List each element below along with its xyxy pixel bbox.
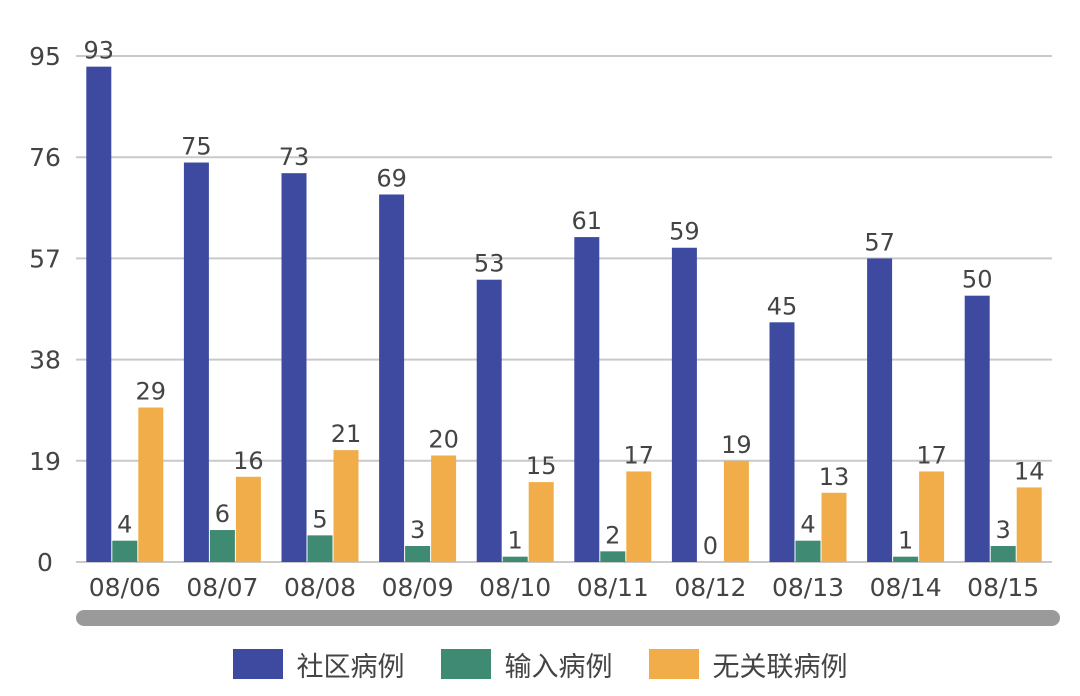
bars: 9342975616735216932053115612175901945413…: [84, 37, 1045, 563]
x-tick-label: 08/12: [674, 573, 746, 602]
bar-series-2: [431, 455, 457, 562]
legend-item-imported: 输入病例: [440, 645, 613, 684]
bar-series-1: [209, 530, 235, 562]
bar-series-0: [476, 279, 502, 562]
legend-item-unlinked: 无关联病例: [648, 645, 848, 684]
bar-data-label: 17: [624, 441, 655, 469]
y-tick-label: 95: [29, 42, 61, 71]
x-tick-label: 08/14: [870, 573, 942, 602]
y-tick-label: 57: [29, 244, 61, 273]
x-tick-label: 08/13: [772, 573, 844, 602]
bar-data-label: 75: [181, 133, 212, 161]
bar-series-1: [307, 535, 333, 562]
bar-data-label: 14: [1014, 457, 1045, 485]
bar-data-label: 6: [215, 500, 230, 528]
bar-data-label: 19: [721, 431, 752, 459]
bar-series-1: [600, 551, 626, 562]
legend-swatch-community: [232, 649, 283, 679]
bar-data-label: 59: [669, 218, 700, 246]
bar-data-label: 4: [800, 511, 815, 539]
bar-data-label: 2: [605, 521, 620, 549]
y-tick-label: 0: [37, 548, 53, 577]
bar-series-0: [867, 258, 893, 562]
bar-series-0: [574, 237, 600, 563]
bar-data-label: 15: [526, 452, 557, 480]
legend-item-community: 社区病例: [232, 645, 405, 684]
bar-series-2: [723, 460, 749, 562]
bar-data-label: 29: [136, 378, 167, 406]
x-tick-label: 08/09: [382, 573, 454, 602]
bar-series-2: [626, 471, 652, 562]
bar-data-label: 73: [279, 143, 310, 171]
bar-series-1: [990, 546, 1016, 562]
bar-data-label: 0: [703, 532, 718, 560]
bar-series-1: [893, 556, 919, 562]
bar-data-label: 16: [233, 447, 264, 475]
y-tick-label: 76: [29, 143, 61, 172]
bar-data-label: 4: [117, 511, 132, 539]
bar-series-2: [919, 471, 945, 562]
y-tick-label: 19: [29, 447, 61, 476]
x-tick-label: 08/06: [89, 573, 161, 602]
bar-data-label: 61: [572, 207, 603, 235]
x-tick-label: 08/07: [186, 573, 258, 602]
bar-data-label: 93: [84, 37, 115, 65]
bar-series-1: [502, 556, 528, 562]
bar-data-label: 69: [376, 164, 407, 192]
x-axis-ticks: 08/06 08/07 08/08 08/09 08/10 08/11 08/12 08/13…: [89, 573, 1039, 602]
bar-series-2: [333, 450, 359, 562]
bar-series-1: [405, 546, 431, 562]
legend-label-community: 社区病例: [296, 651, 405, 683]
bar-series-2: [528, 482, 554, 562]
bar-data-label: 3: [410, 516, 425, 544]
bar-data-label: 5: [312, 505, 327, 533]
bar-series-0: [671, 247, 697, 562]
bar-data-label: 20: [428, 425, 459, 453]
bar-series-1: [112, 540, 138, 562]
bar-series-0: [86, 66, 112, 562]
bar-data-label: 1: [508, 527, 523, 555]
bar-series-0: [379, 194, 405, 563]
bar-series-0: [769, 322, 795, 562]
x-tick-label: 08/10: [479, 573, 551, 602]
legend-swatch-unlinked: [648, 649, 699, 679]
bar-series-2: [1016, 487, 1042, 562]
bar-data-label: 17: [916, 441, 947, 469]
x-tick-label: 08/11: [577, 573, 649, 602]
bar-data-label: 57: [864, 228, 895, 256]
horizontal-scrollbar[interactable]: [76, 610, 1060, 626]
x-tick-label: 08/15: [967, 573, 1039, 602]
y-tick-label: 38: [29, 346, 61, 375]
bar-data-label: 3: [996, 516, 1011, 544]
bar-data-label: 53: [474, 250, 505, 278]
bar-data-label: 13: [819, 463, 850, 491]
legend-swatch-imported: [440, 649, 491, 679]
bar-series-2: [821, 492, 847, 562]
legend-label-imported: 输入病例: [504, 651, 613, 683]
bar-series-0: [281, 173, 307, 562]
bar-series-0: [964, 295, 990, 562]
bar-series-2: [235, 476, 261, 562]
bar-data-label: 45: [767, 292, 798, 320]
bar-series-0: [183, 162, 209, 563]
legend-label-unlinked: 无关联病例: [712, 651, 848, 683]
bar-series-2: [138, 407, 164, 562]
gridlines: [76, 55, 1052, 563]
bar-series-1: [795, 540, 821, 562]
bar-data-label: 21: [331, 420, 362, 448]
y-axis-ticks: 0 19 38 57 76 95: [29, 42, 61, 577]
bar-data-label: 50: [962, 266, 993, 294]
x-tick-label: 08/08: [284, 573, 356, 602]
legend: 社区病例 输入病例 无关联病例: [0, 645, 1080, 684]
bar-data-label: 1: [898, 527, 913, 555]
